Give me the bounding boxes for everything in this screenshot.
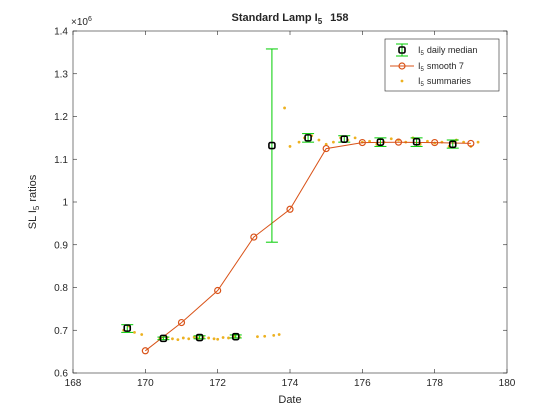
smooth-point (141, 347, 149, 355)
y-tick-label: 1.3 (54, 69, 68, 80)
median-point (340, 135, 349, 143)
median-point (268, 141, 276, 150)
summary-point (353, 136, 357, 140)
median-point (412, 137, 421, 146)
median-point (231, 332, 240, 341)
summary-point (187, 337, 191, 341)
summary-point (212, 337, 216, 341)
y-tick-label: 0.7 (54, 326, 68, 337)
y-tick-label: 0.6 (54, 369, 68, 380)
legend-entry-summaries: I5 summaries (400, 76, 471, 88)
smooth-point (250, 233, 258, 241)
summary-point (133, 330, 136, 334)
y-tick-label: 0.9 (54, 240, 68, 251)
median-point (448, 140, 457, 149)
y-tick-label: 1.2 (54, 112, 68, 123)
summary-point (216, 337, 220, 341)
summary-point (426, 139, 429, 143)
legend-smooth-marker (398, 62, 406, 70)
axes-layer: 168 170 172 174 176 178 180 0.6 0.7 0.8 0.9 1 1.1 1.2… (54, 27, 516, 390)
summary-point (332, 140, 335, 144)
x-tick-label: 180 (499, 378, 516, 389)
summary-point (263, 334, 267, 338)
median-point (159, 334, 168, 343)
y-tick-label: 1.1 (54, 155, 68, 166)
smooth-point (322, 144, 330, 153)
x-tick-label: 174 (282, 378, 299, 389)
x-axis-label: Date (278, 394, 301, 406)
summary-point (277, 333, 281, 336)
summary-point (140, 333, 144, 336)
x-tick-label: 170 (137, 378, 154, 389)
legend-median-label: I5 daily median (418, 45, 477, 57)
summary-point (171, 337, 174, 341)
x-tick-label: 178 (426, 378, 443, 389)
smooth-point (286, 205, 294, 213)
median-point (304, 134, 312, 142)
legend-smooth-label: I5 smooth 7 (418, 61, 464, 73)
smooth-point (394, 138, 403, 146)
smooth-point (467, 139, 475, 148)
summary-point (283, 106, 286, 110)
median-point (123, 324, 132, 332)
x-tick-label: 168 (65, 378, 82, 389)
summary-point (317, 138, 321, 142)
y-tick-label: 1.4 (54, 27, 68, 38)
summary-point (256, 335, 259, 339)
x-tick-label: 176 (354, 378, 371, 389)
data-layer (121, 48, 480, 355)
median-point (195, 333, 204, 342)
chart-title: Standard Lamp I5 158 (232, 12, 349, 26)
summary-point (192, 335, 196, 339)
legend: I5 daily median I5 smooth 7 I5 summaries (384, 38, 500, 92)
y-tick-label: 1 (62, 198, 68, 209)
legend-summaries-label: I5 summaries (418, 76, 471, 88)
legend-entry-daily-median: I5 daily median (396, 43, 477, 57)
summary-point (389, 137, 393, 141)
summary-point (476, 140, 480, 144)
smooth-point (214, 286, 222, 295)
summary-point (181, 336, 185, 340)
median-point (376, 138, 385, 146)
legend-median-marker (398, 46, 406, 54)
summary-point (288, 145, 292, 148)
y-axis-label: SL I5ratios (27, 174, 41, 229)
summary-point (221, 336, 225, 339)
summary-point (297, 140, 301, 144)
smooth-point (358, 138, 366, 147)
summary-point (272, 333, 276, 337)
x-tick-label: 172 (209, 378, 226, 389)
legend-summaries-marker (400, 79, 404, 83)
summary-point (368, 139, 371, 143)
smooth-point (431, 138, 439, 147)
summary-point (227, 336, 230, 340)
summary-point (207, 336, 211, 340)
y-exponent: ×106 (71, 16, 92, 28)
summary-point (176, 338, 180, 342)
summary-point (324, 142, 328, 146)
y-tick-label: 0.8 (54, 283, 68, 294)
legend-entry-smooth: I5 smooth 7 (390, 61, 464, 73)
smooth-point (177, 318, 186, 327)
